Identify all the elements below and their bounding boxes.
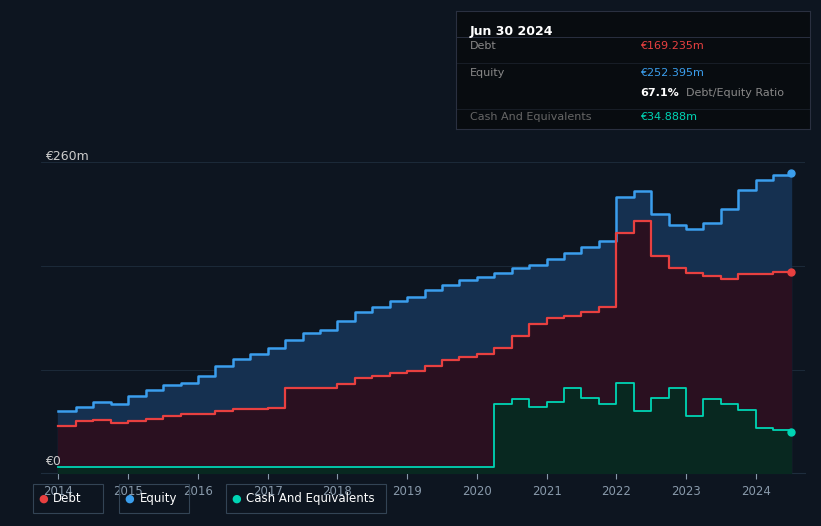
Text: €0: €0 — [45, 456, 61, 469]
Text: ●: ● — [232, 493, 241, 503]
Text: Debt: Debt — [53, 492, 82, 505]
Text: Cash And Equivalents: Cash And Equivalents — [470, 112, 591, 122]
Text: Jun 30 2024: Jun 30 2024 — [470, 25, 553, 38]
Text: €252.395m: €252.395m — [640, 68, 704, 78]
Text: 67.1%: 67.1% — [640, 88, 679, 98]
Text: €169.235m: €169.235m — [640, 41, 704, 51]
Text: €34.888m: €34.888m — [640, 112, 697, 122]
Text: Debt/Equity Ratio: Debt/Equity Ratio — [686, 88, 784, 98]
Text: Debt: Debt — [470, 41, 497, 51]
Text: ●: ● — [125, 493, 135, 503]
Text: Equity: Equity — [470, 68, 505, 78]
Text: Cash And Equivalents: Cash And Equivalents — [246, 492, 375, 505]
Text: ●: ● — [39, 493, 48, 503]
Text: Equity: Equity — [140, 492, 177, 505]
Text: €260m: €260m — [45, 150, 89, 163]
